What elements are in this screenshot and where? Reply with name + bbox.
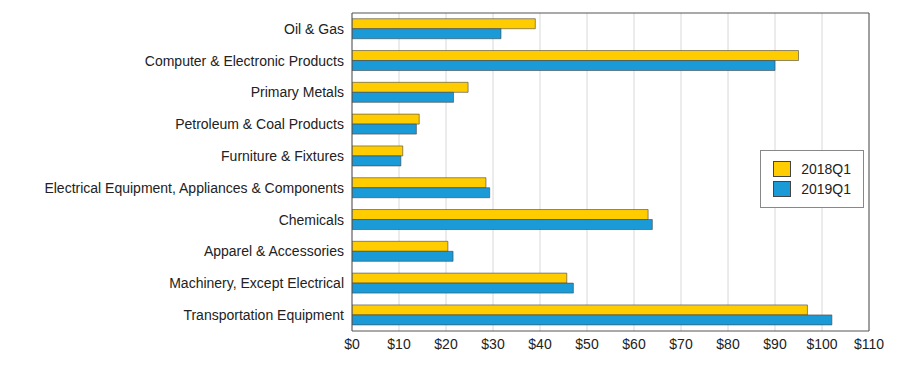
svg-text:$80: $80 xyxy=(716,336,740,352)
svg-text:Chemicals: Chemicals xyxy=(279,212,344,228)
svg-text:Primary Metals: Primary Metals xyxy=(251,84,344,100)
svg-text:$0: $0 xyxy=(344,336,360,352)
svg-text:Apparel & Accessories: Apparel & Accessories xyxy=(204,243,344,259)
svg-text:$20: $20 xyxy=(434,336,458,352)
html-text:2019Q1: 2019Q1 xyxy=(801,181,851,197)
svg-text:Transportation Equipment: Transportation Equipment xyxy=(183,307,344,323)
svg-text:Oil & Gas: Oil & Gas xyxy=(284,21,344,37)
html-text:2018Q1: 2018Q1 xyxy=(801,161,851,177)
svg-text:$40: $40 xyxy=(528,336,552,352)
svg-text:$70: $70 xyxy=(669,336,693,352)
svg-text:Petroleum & Coal Products: Petroleum & Coal Products xyxy=(175,116,344,132)
svg-text:$50: $50 xyxy=(575,336,599,352)
svg-text:Computer & Electronic Products: Computer & Electronic Products xyxy=(145,53,344,69)
svg-text:Machinery, Except Electrical: Machinery, Except Electrical xyxy=(169,275,344,291)
svg-text:Electrical Equipment, Applianc: Electrical Equipment, Appliances & Compo… xyxy=(44,180,344,196)
svg-text:Furniture & Fixtures: Furniture & Fixtures xyxy=(221,148,344,164)
svg-text:$60: $60 xyxy=(622,336,646,352)
svg-text:$110: $110 xyxy=(854,336,884,352)
svg-text:$30: $30 xyxy=(481,336,505,352)
svg-text:$10: $10 xyxy=(387,336,411,352)
svg-text:$100: $100 xyxy=(806,336,837,352)
svg-text:$90: $90 xyxy=(763,336,787,352)
